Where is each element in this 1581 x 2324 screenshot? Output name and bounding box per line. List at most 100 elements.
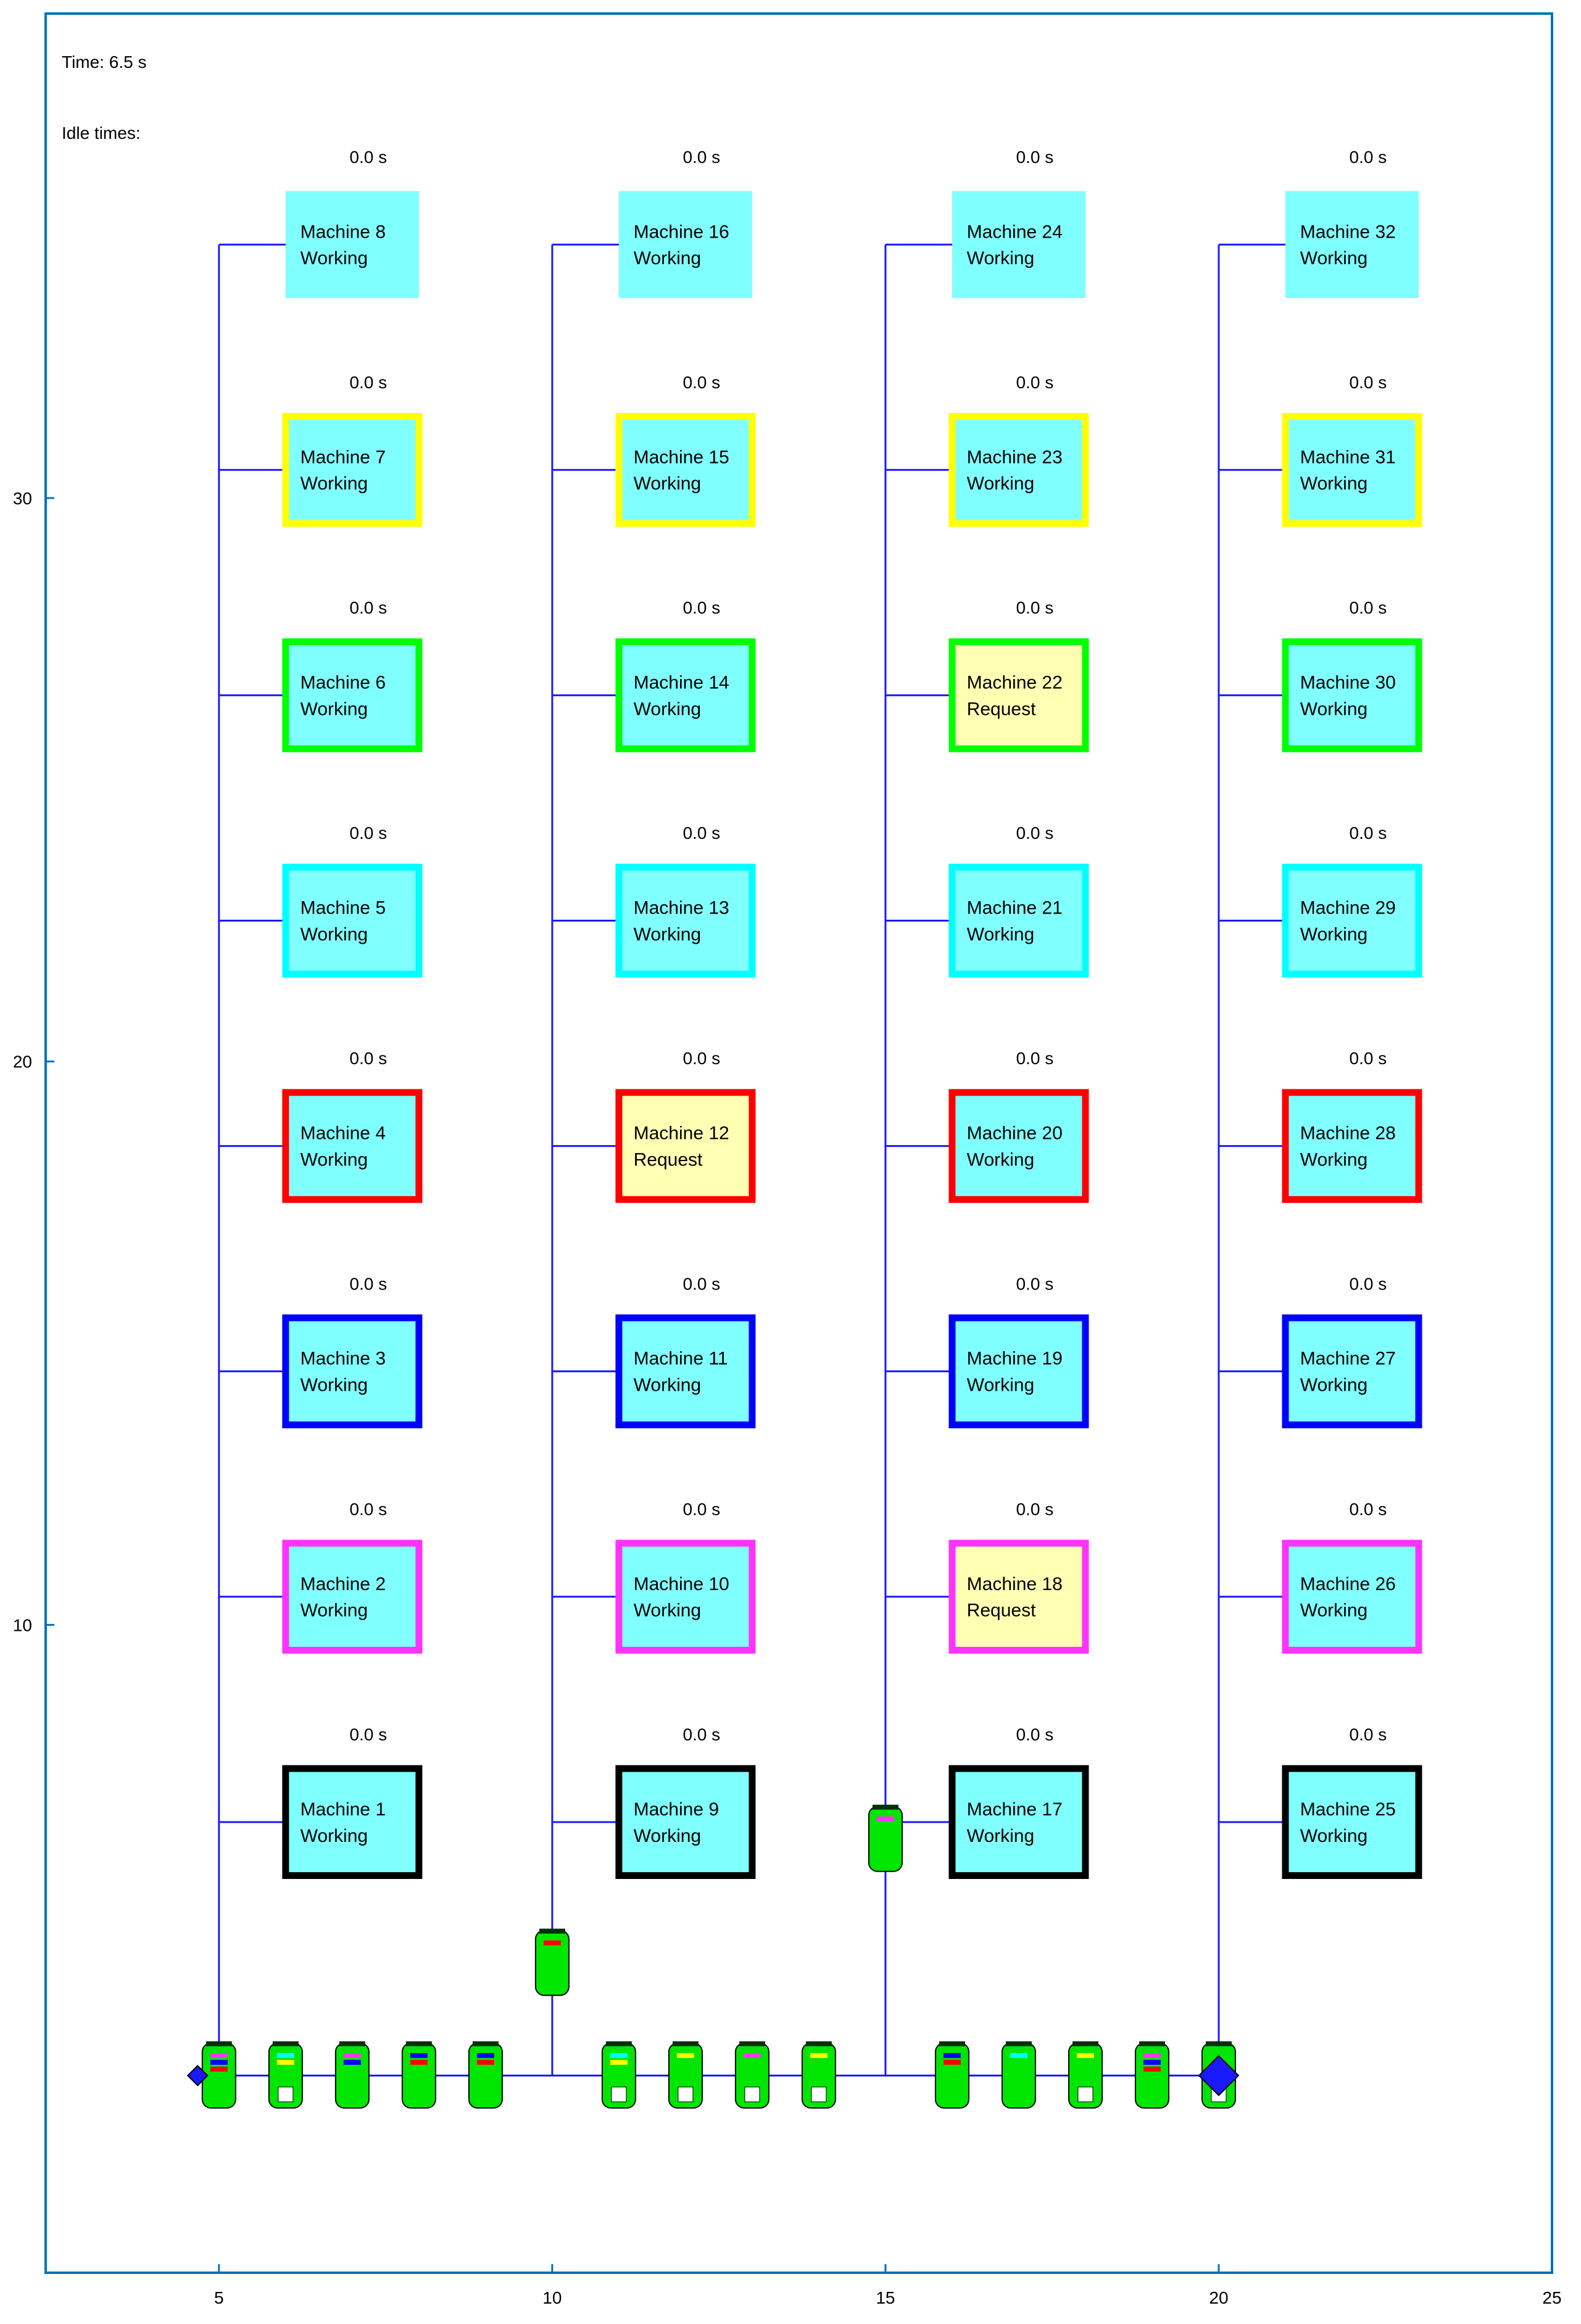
vehicle-cap: [405, 2041, 432, 2047]
machine-name: Machine 30: [1300, 672, 1396, 693]
cargo-mark: [1143, 2067, 1161, 2072]
cargo-mark: [943, 2053, 961, 2059]
machine-status: Working: [967, 1375, 1034, 1396]
vehicle-cap: [1072, 2041, 1098, 2047]
idle-time-label: 0.0 s: [349, 373, 387, 392]
vehicle-4: [401, 2041, 436, 2109]
y-tick-label: 20: [13, 1052, 32, 1072]
track-network: [218, 243, 1296, 2077]
machine-9: Machine 9 Working 0.0 s: [615, 1725, 756, 1880]
machine-1: Machine 1 Working 0.0 s: [282, 1725, 423, 1880]
machine-status: Working: [634, 699, 701, 719]
y-tick-label: 10: [13, 1615, 32, 1635]
vehicle-body: [1134, 2043, 1169, 2109]
cargo-mark: [1143, 2060, 1161, 2065]
machine-status: Request: [967, 699, 1036, 719]
machine-7: Machine 7 Working 0.0 s: [282, 373, 423, 527]
machine-name: Machine 27: [1300, 1349, 1396, 1369]
machine-name: Machine 7: [301, 447, 386, 467]
machine-name: Machine 17: [967, 1799, 1063, 1820]
machine-status: Working: [634, 1601, 701, 1621]
machine-name: Machine 10: [634, 1574, 729, 1594]
machine-name: Machine 11: [634, 1349, 728, 1369]
idle-time-label: 0.0 s: [683, 1725, 720, 1744]
cargo-mark: [410, 2053, 428, 2059]
vehicle-body: [868, 1805, 903, 1872]
cargo-mark: [1076, 2053, 1094, 2059]
idle-time-label: 0.0 s: [1350, 373, 1387, 392]
machine-status: Working: [1300, 699, 1367, 719]
machine-18: Machine 18 Request 0.0 s: [948, 1499, 1089, 1654]
vehicle-3: [334, 2041, 370, 2109]
machine-31: Machine 31 Working 0.0 s: [1282, 373, 1422, 527]
machine-name: Machine 6: [301, 672, 386, 693]
x-tick-label: 15: [876, 2288, 895, 2307]
axes-frame: [44, 12, 1553, 2274]
machine-name: Machine 29: [1300, 898, 1396, 918]
machine-box: [618, 191, 752, 298]
machine-name: Machine 23: [967, 447, 1063, 467]
idle-time-label: 0.0 s: [349, 148, 387, 167]
machine-box: [615, 1539, 756, 1654]
vehicle-14: [1068, 2041, 1103, 2109]
machine-status: Working: [301, 473, 368, 494]
machine-box: [948, 1765, 1089, 1880]
machine-box: [952, 191, 1085, 298]
vehicle-cap: [472, 2041, 499, 2047]
machine-name: Machine 20: [967, 1123, 1063, 1144]
idle-time-label: 0.0 s: [683, 1499, 720, 1518]
machine-14: Machine 14 Working 0.0 s: [615, 598, 756, 752]
machine-box: [615, 1765, 756, 1880]
idle-time-label: 0.0 s: [1016, 148, 1053, 167]
machine-25: Machine 25 Working 0.0 s: [1282, 1725, 1422, 1880]
machine-22: Machine 22 Request 0.0 s: [948, 598, 1089, 752]
machine-name: Machine 18: [967, 1574, 1063, 1594]
machine-box: [285, 191, 419, 298]
machine-8: Machine 8 Working 0.0 s: [285, 148, 419, 298]
cargo-mark: [210, 2060, 228, 2065]
machine-name: Machine 28: [1300, 1123, 1396, 1144]
machine-box: [615, 413, 756, 527]
machine-10: Machine 10 Working 0.0 s: [615, 1499, 756, 1654]
vehicle-cap: [672, 2041, 699, 2047]
machine-box: [282, 1314, 423, 1428]
vehicle-6: [534, 1928, 570, 1996]
machine-status: Working: [1300, 1375, 1367, 1396]
cargo-mark: [476, 2060, 494, 2065]
machine-status: Working: [634, 1826, 701, 1846]
machine-status: Working: [967, 473, 1034, 494]
machine-status: Working: [967, 1150, 1034, 1170]
machine-status: Working: [1300, 248, 1367, 269]
machine-name: Machine 9: [634, 1799, 719, 1820]
machine-17: Machine 17 Working 0.0 s: [948, 1725, 1089, 1880]
machine-status: Working: [301, 699, 368, 719]
machine-2: Machine 2 Working 0.0 s: [282, 1499, 423, 1654]
machine-box: [1282, 1089, 1422, 1203]
cargo-mark: [276, 2060, 294, 2065]
machine-name: Machine 14: [634, 672, 729, 693]
machine-status: Working: [1300, 924, 1367, 944]
vehicle-5: [468, 2041, 503, 2109]
idle-time-label: 0.0 s: [1350, 148, 1387, 167]
machine-status: Working: [301, 924, 368, 944]
machine-21: Machine 21 Working 0.0 s: [948, 823, 1089, 978]
machine-name: Machine 1: [301, 1799, 386, 1820]
diamond-marker-2: [1198, 2055, 1240, 2096]
idle-times-label: Idle times:: [62, 123, 141, 143]
cargo-mark: [210, 2067, 228, 2072]
machine-box: [1282, 638, 1422, 752]
machine-23: Machine 23 Working 0.0 s: [948, 373, 1089, 527]
empty-slot: [611, 2086, 627, 2102]
vehicle-body: [934, 2043, 969, 2109]
empty-slot: [678, 2086, 694, 2102]
machine-name: Machine 2: [301, 1574, 386, 1594]
vehicle-12: [934, 2041, 969, 2109]
vehicle-layer: [186, 1804, 1240, 2109]
idle-time-label: 0.0 s: [1016, 373, 1053, 392]
machine-32: Machine 32 Working 0.0 s: [1285, 148, 1419, 298]
cargo-mark: [543, 1940, 561, 1946]
machine-grid: Machine 1 Working 0.0 s Machine 2 Working 0.0…: [282, 148, 1422, 1880]
machine-19: Machine 19 Working 0.0 s: [948, 1274, 1089, 1428]
machine-status: Working: [301, 1601, 368, 1621]
